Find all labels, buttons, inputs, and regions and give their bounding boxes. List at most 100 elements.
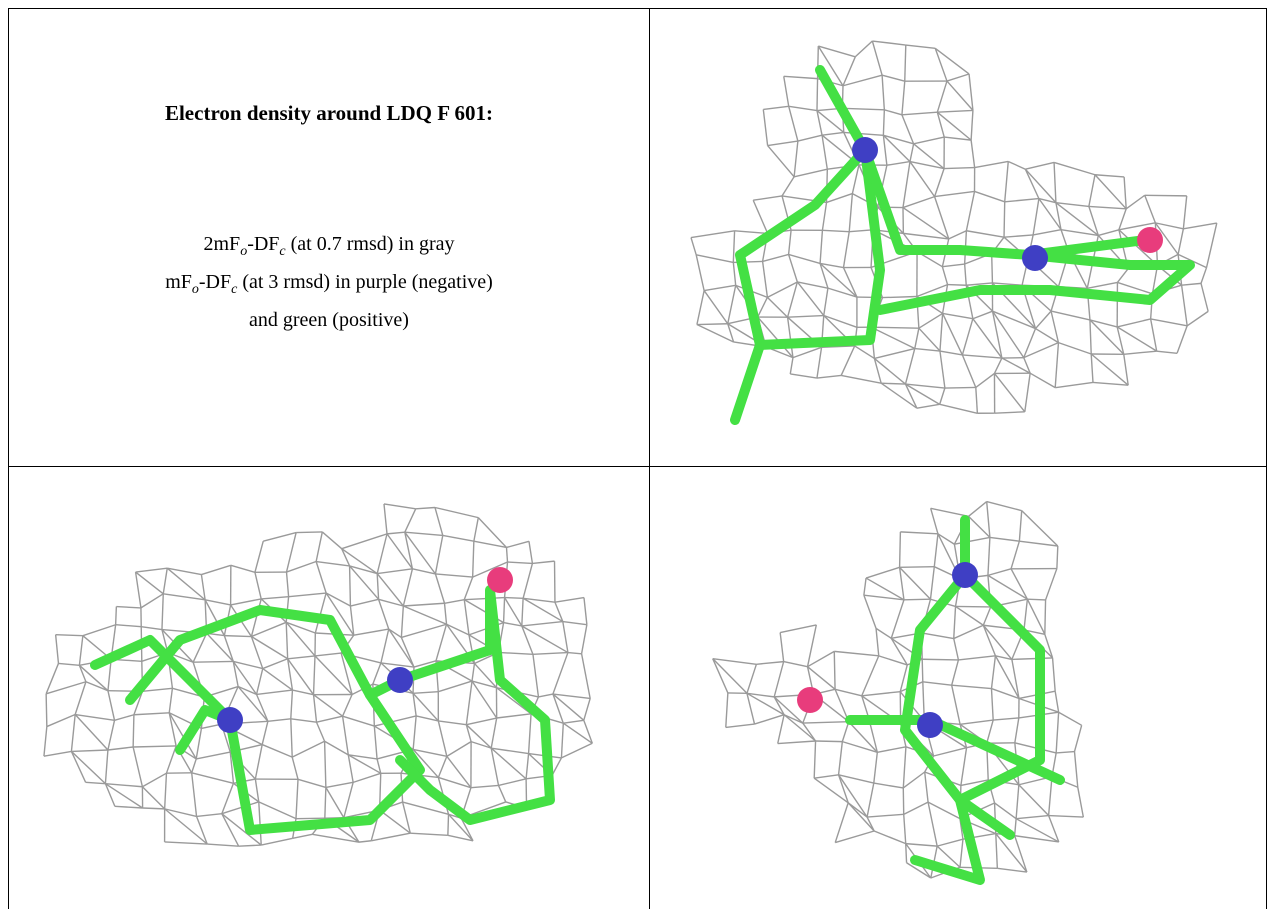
mesh-edge <box>1030 373 1055 387</box>
mesh-edge <box>822 135 827 169</box>
mesh-edge <box>733 231 734 263</box>
mesh-edge <box>942 267 947 285</box>
mesh-edge <box>763 109 767 145</box>
mesh-edge <box>820 230 822 263</box>
mesh-edge <box>1004 235 1033 237</box>
mesh-edge <box>824 288 828 315</box>
mesh-edge <box>697 325 734 342</box>
mesh-edge <box>1008 161 1025 169</box>
mesh-edge <box>314 695 343 716</box>
mesh-edge <box>526 754 528 779</box>
mesh-edge <box>115 715 134 721</box>
mesh-edge <box>915 349 940 351</box>
mesh-edge <box>1054 162 1095 174</box>
mesh-edge <box>1183 223 1216 229</box>
mesh-edge <box>359 841 371 842</box>
mesh-edge <box>793 347 822 357</box>
mesh-edge <box>816 741 843 742</box>
caption-cell: Electron density around LDQ F 601: 2mFo-… <box>9 9 649 466</box>
mesh-edge <box>763 261 768 297</box>
mesh-edge <box>108 720 115 750</box>
mesh-edge <box>971 140 975 167</box>
mesh-edge <box>1182 285 1188 326</box>
mesh-edge <box>839 742 843 775</box>
mesh-edge <box>995 803 1017 819</box>
mesh-edge <box>1056 712 1058 753</box>
mesh-edge <box>584 598 587 625</box>
mesh-edge <box>843 75 882 86</box>
mesh-edge <box>133 715 134 747</box>
mesh-edge <box>1015 819 1016 836</box>
mesh-edge <box>988 537 990 575</box>
mesh-edge <box>966 191 974 230</box>
mesh-edge <box>969 516 990 537</box>
mesh-edge <box>472 663 474 681</box>
mesh-edge <box>497 714 531 718</box>
mesh-edge <box>906 844 937 847</box>
mesh-edge <box>817 375 841 378</box>
mesh-edge <box>965 264 967 285</box>
mesh-edge <box>881 383 905 384</box>
mesh-edge <box>1019 785 1049 816</box>
mesh-edge <box>169 688 172 713</box>
mesh-edge <box>1002 358 1030 373</box>
mesh-edge <box>976 373 995 387</box>
mesh-edge <box>1015 718 1019 743</box>
mesh-edge <box>987 720 993 743</box>
mesh-edge <box>983 625 995 656</box>
mesh-edge <box>251 622 286 636</box>
mesh-edge <box>529 714 531 754</box>
mesh-edge <box>696 255 704 291</box>
mesh-edge <box>506 547 507 562</box>
mesh-edge <box>354 629 389 635</box>
mesh-edge <box>262 721 268 744</box>
mesh-edge <box>257 690 293 694</box>
mesh-edge <box>937 81 947 112</box>
mesh-edge <box>448 814 449 835</box>
mesh-edge <box>413 692 438 694</box>
mesh-edge <box>142 773 166 787</box>
mesh-edge <box>954 625 984 638</box>
caption-line: 2mFo-DFc (at 0.7 rmsd) in gray <box>9 229 649 267</box>
mesh-edge <box>876 628 879 655</box>
mesh-edge <box>788 316 824 318</box>
mesh-edge <box>474 518 478 542</box>
mesh-edge <box>867 783 874 817</box>
mesh-edge <box>1055 343 1058 388</box>
mesh-edge <box>1019 541 1057 546</box>
text: and green (positive) <box>249 309 409 331</box>
mesh-edge <box>919 313 943 328</box>
mesh-edge <box>954 606 956 638</box>
mesh-edge <box>136 568 168 572</box>
mesh-edge <box>928 802 960 818</box>
mesh-edge <box>904 802 928 814</box>
mesh-edge <box>767 282 797 297</box>
mesh-edge <box>993 718 1019 720</box>
mesh-edge <box>753 196 782 200</box>
mesh <box>713 502 1084 878</box>
mesh-edge <box>789 230 792 254</box>
mesh-edge <box>994 358 1001 373</box>
mesh-edge <box>344 782 353 817</box>
mesh-edge <box>296 532 322 533</box>
mesh-edge <box>874 358 905 384</box>
mesh-edge <box>257 694 268 721</box>
mesh-edge <box>696 255 733 263</box>
mesh-edge <box>768 146 795 177</box>
mesh-edge <box>568 653 582 654</box>
mesh-edge <box>958 656 995 660</box>
mesh-edge <box>522 598 523 626</box>
mesh-edge <box>231 565 255 572</box>
mesh-edge <box>843 57 855 86</box>
mesh-edge <box>935 191 975 196</box>
mesh-edge <box>874 752 878 783</box>
mesh-edge <box>704 285 736 290</box>
bond <box>1030 240 1145 255</box>
mesh-edge <box>961 748 967 786</box>
mesh-edge <box>196 752 230 759</box>
mesh-edge <box>239 845 262 846</box>
mesh <box>691 41 1217 413</box>
mesh-edge <box>1095 175 1126 209</box>
mesh-edge <box>902 115 914 144</box>
mesh-edge <box>291 690 293 719</box>
